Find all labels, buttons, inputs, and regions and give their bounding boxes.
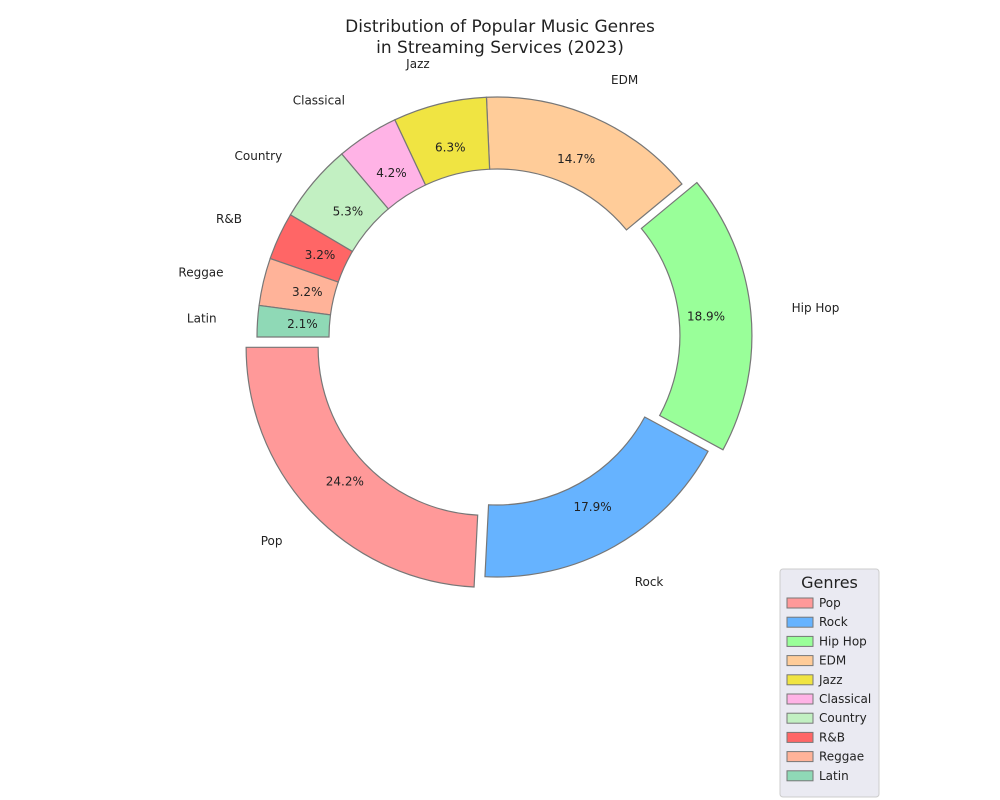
- legend-label-country: Country: [819, 711, 867, 725]
- slice-label-randb: R&B: [216, 212, 242, 226]
- slice-percent-pop: 24.2%: [326, 475, 364, 489]
- slice-percent-hip-hop: 18.9%: [687, 310, 725, 324]
- slice-label-country: Country: [235, 149, 283, 163]
- legend-label-randb: R&B: [819, 730, 845, 744]
- legend-label-hip-hop: Hip Hop: [819, 634, 867, 648]
- slices-group: [245, 96, 753, 588]
- slice-label-hip-hop: Hip Hop: [792, 301, 840, 315]
- slice-latin: [256, 304, 332, 338]
- legend-swatch-hip-hop: [786, 635, 814, 647]
- slice-percent-jazz: 6.3%: [435, 141, 466, 155]
- slice-label-reggae: Reggae: [178, 265, 223, 279]
- slice-label-pop: Pop: [261, 534, 283, 548]
- legend-swatch-classical: [786, 693, 814, 705]
- legend-label-classical: Classical: [819, 692, 871, 706]
- slice-percent-randb: 3.2%: [305, 248, 336, 262]
- slice-label-jazz: Jazz: [405, 57, 430, 71]
- slice-label-edm: EDM: [611, 73, 638, 87]
- slice-label-rock: Rock: [635, 575, 664, 589]
- labels-group: Pop 24.2% Rock 17.9% Hip Hop 18.9% EDM 14.7% Jaz…: [178, 57, 839, 589]
- legend-swatch-randb: [786, 731, 814, 743]
- legend-swatch-reggae: [786, 751, 814, 763]
- legend-swatch-rock: [786, 616, 814, 628]
- legend: Genres Pop Rock Hip Hop EDM Jazz Classical Coun…: [779, 568, 880, 798]
- slice-percent-edm: 14.7%: [557, 152, 595, 166]
- legend-swatch-pop: [786, 597, 814, 609]
- slice-rock: [484, 416, 709, 578]
- legend-label-pop: Pop: [819, 596, 841, 610]
- slice-percent-latin: 2.1%: [287, 317, 318, 331]
- legend-swatch-edm: [786, 655, 814, 667]
- legend-swatch-country: [786, 712, 814, 724]
- chart-title-line-2: in Streaming Services (2023): [376, 38, 624, 58]
- slice-percent-country: 5.3%: [333, 204, 364, 218]
- legend-swatch-latin: [786, 770, 814, 782]
- slice-percent-classical: 4.2%: [376, 166, 407, 180]
- chart-title-line-1: Distribution of Popular Music Genres: [345, 17, 655, 37]
- legend-label-latin: Latin: [819, 769, 849, 783]
- legend-title: Genres: [801, 573, 858, 592]
- legend-label-edm: EDM: [819, 654, 846, 668]
- legend-label-reggae: Reggae: [819, 750, 864, 764]
- legend-swatch-jazz: [786, 674, 814, 686]
- slice-pop: [245, 346, 479, 588]
- slice-hip-hop: [640, 181, 753, 451]
- slice-percent-rock: 17.9%: [573, 500, 611, 514]
- legend-label-rock: Rock: [819, 615, 848, 629]
- slice-label-classical: Classical: [293, 94, 345, 108]
- legend-label-jazz: Jazz: [818, 673, 843, 687]
- slice-percent-reggae: 3.2%: [292, 285, 323, 299]
- slice-label-latin: Latin: [187, 311, 217, 325]
